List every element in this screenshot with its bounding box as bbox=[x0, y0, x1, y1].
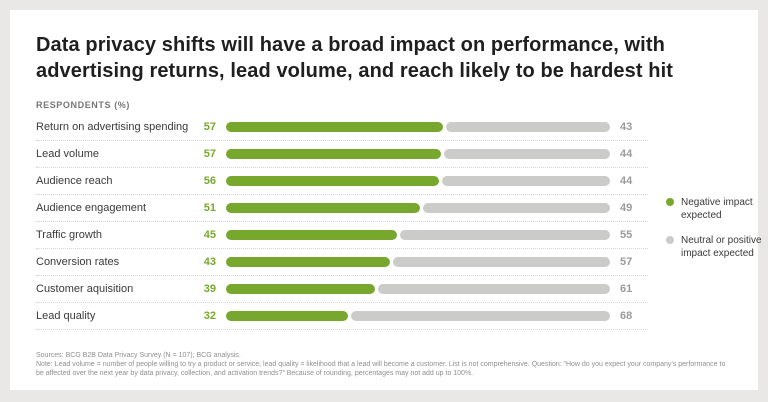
footer-notes: Sources: BCG B2B Data Privacy Survey (N … bbox=[36, 351, 732, 378]
legend-item-neutral: Neutral or positive impact expected bbox=[666, 234, 766, 260]
chart-row: Audience reach 56 44 bbox=[36, 168, 648, 195]
chart-row: Audience engagement 51 49 bbox=[36, 195, 648, 222]
row-label: Conversion rates bbox=[36, 256, 120, 268]
footer-note: Note: Lead volume = number of people wil… bbox=[36, 361, 726, 377]
negative-value: 51 bbox=[203, 202, 216, 214]
positive-bar bbox=[400, 230, 610, 240]
positive-bar bbox=[350, 311, 610, 321]
row-label: Return on advertising spending bbox=[36, 121, 189, 133]
axis-label: RESPONDENTS (%) bbox=[36, 100, 131, 110]
bar-group bbox=[226, 284, 610, 294]
row-label: Customer aquisition bbox=[36, 283, 134, 295]
bar-group bbox=[226, 149, 610, 159]
positive-value: 55 bbox=[620, 229, 633, 241]
chart-row: Traffic growth 45 55 bbox=[36, 222, 648, 249]
legend-dot-neutral-icon bbox=[666, 236, 674, 244]
negative-bar bbox=[226, 176, 440, 186]
negative-value: 56 bbox=[203, 175, 216, 187]
row-label: Audience engagement bbox=[36, 202, 147, 214]
row-label: Lead volume bbox=[36, 148, 99, 160]
positive-bar bbox=[446, 122, 610, 132]
negative-value: 39 bbox=[203, 283, 216, 295]
chart-area: Return on advertising spending 57 43 Lead v… bbox=[36, 114, 762, 330]
positive-bar bbox=[444, 149, 610, 159]
bar-group bbox=[226, 176, 610, 186]
positive-value: 61 bbox=[620, 283, 633, 295]
negative-value: 43 bbox=[203, 256, 216, 268]
page-title: Data privacy shifts will have a broad im… bbox=[36, 34, 673, 82]
negative-value: 32 bbox=[203, 310, 216, 322]
chart-row: Return on advertising spending 57 43 bbox=[36, 114, 648, 141]
positive-value: 43 bbox=[620, 121, 633, 133]
positive-bar bbox=[392, 257, 610, 267]
chart-row: Lead quality 32 68 bbox=[36, 303, 648, 330]
bar-group bbox=[226, 122, 610, 132]
legend-item-negative: Negative impact expected bbox=[666, 196, 766, 222]
row-label: Audience reach bbox=[36, 175, 113, 187]
chart-rows: Return on advertising spending 57 43 Lead v… bbox=[36, 114, 648, 330]
negative-bar bbox=[226, 230, 398, 240]
bar-group bbox=[226, 203, 610, 213]
positive-bar bbox=[423, 203, 610, 213]
negative-bar bbox=[226, 311, 348, 321]
positive-value: 44 bbox=[620, 175, 633, 187]
chart-row: Lead volume 57 44 bbox=[36, 141, 648, 168]
negative-bar bbox=[226, 257, 390, 267]
chart-card: Data privacy shifts will have a broad im… bbox=[10, 10, 762, 390]
footer-sources: Sources: BCG B2B Data Privacy Survey (N … bbox=[36, 352, 241, 359]
positive-bar bbox=[442, 176, 610, 186]
positive-value: 44 bbox=[620, 148, 633, 160]
negative-value: 57 bbox=[203, 121, 216, 133]
legend-label-neutral: Neutral or positive impact expected bbox=[681, 235, 762, 259]
row-label: Lead quality bbox=[36, 310, 96, 322]
row-label: Traffic growth bbox=[36, 229, 103, 241]
negative-value: 45 bbox=[203, 229, 216, 241]
legend-dot-negative-icon bbox=[666, 198, 674, 206]
negative-bar bbox=[226, 149, 442, 159]
negative-bar bbox=[226, 122, 444, 132]
negative-bar bbox=[226, 203, 421, 213]
positive-value: 49 bbox=[620, 202, 633, 214]
legend-label-negative: Negative impact expected bbox=[681, 197, 753, 221]
positive-value: 57 bbox=[620, 256, 633, 268]
bar-group bbox=[226, 230, 610, 240]
positive-bar bbox=[377, 284, 610, 294]
bar-group bbox=[226, 257, 610, 267]
bar-group bbox=[226, 311, 610, 321]
chart-row: Conversion rates 43 57 bbox=[36, 249, 648, 276]
negative-bar bbox=[226, 284, 375, 294]
positive-value: 68 bbox=[620, 310, 633, 322]
chart-row: Customer aquisition 39 61 bbox=[36, 276, 648, 303]
negative-value: 57 bbox=[203, 148, 216, 160]
chart-legend: Negative impact expected Neutral or posi… bbox=[666, 196, 766, 272]
